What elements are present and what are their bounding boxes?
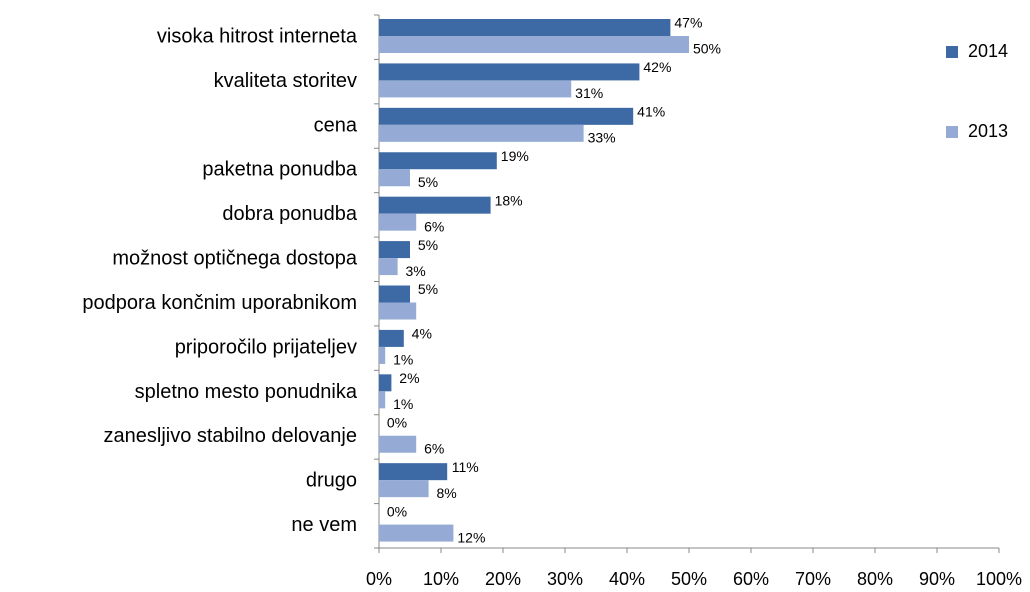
x-tick-label: 0% — [366, 569, 392, 589]
bar — [379, 213, 417, 231]
value-label: 50% — [693, 41, 721, 57]
value-label: 42% — [643, 59, 671, 75]
bar — [379, 152, 497, 170]
value-label: 2% — [399, 370, 419, 386]
value-label: 3% — [405, 263, 425, 279]
x-tick-label: 50% — [671, 569, 707, 589]
category-label: možnost optičnega dostopa — [112, 248, 357, 270]
bar — [379, 80, 572, 98]
value-label: 41% — [637, 104, 665, 120]
bar — [379, 524, 454, 542]
legend-swatch — [946, 46, 958, 58]
value-label: 6% — [424, 218, 444, 234]
bar — [379, 480, 429, 498]
value-label: 11% — [452, 459, 479, 475]
x-tick-label: 10% — [423, 569, 459, 589]
bar — [379, 346, 386, 364]
bar — [379, 435, 417, 453]
bar — [379, 302, 417, 320]
category-label: zanesljivo stabilno delovanje — [104, 425, 358, 447]
value-label: 1% — [393, 352, 413, 368]
bar — [379, 241, 410, 259]
value-label: 5% — [418, 237, 438, 253]
category-label: paketna ponudba — [202, 159, 357, 181]
value-label: 0% — [387, 414, 407, 430]
bar — [379, 19, 671, 36]
legend-label: 2013 — [968, 121, 1008, 141]
value-label: 47% — [674, 15, 702, 31]
bar — [379, 463, 448, 481]
value-label: 31% — [575, 85, 603, 101]
x-tick-label: 40% — [609, 569, 645, 589]
x-tick-label: 60% — [733, 569, 769, 589]
x-tick-label: 80% — [857, 569, 893, 589]
legend-swatch — [946, 126, 958, 138]
value-label: 0% — [387, 503, 407, 519]
category-label: cena — [314, 114, 358, 136]
bar — [379, 285, 410, 303]
bar — [379, 36, 689, 53]
x-tick-label: 100% — [976, 569, 1022, 589]
category-label: dobra ponudba — [222, 203, 357, 225]
value-label: 33% — [588, 130, 616, 146]
value-label: 1% — [393, 396, 413, 412]
value-label: 6% — [424, 440, 444, 456]
category-label: drugo — [306, 470, 357, 492]
x-tick-label: 20% — [485, 569, 521, 589]
value-label: 5% — [418, 174, 438, 190]
legend-label: 2014 — [968, 41, 1008, 61]
bar — [379, 63, 640, 81]
x-tick-label: 70% — [795, 569, 831, 589]
value-label: 19% — [501, 148, 529, 164]
bar — [379, 196, 491, 214]
bar — [379, 124, 584, 142]
category-label: spletno mesto ponudnika — [135, 381, 358, 403]
x-tick-label: 30% — [547, 569, 583, 589]
value-label: 5% — [418, 281, 438, 297]
value-label: 8% — [436, 485, 456, 501]
value-label: 12% — [457, 529, 485, 545]
category-label: priporočilo prijateljev — [175, 336, 357, 358]
x-tick-label: 90% — [919, 569, 955, 589]
bar — [379, 329, 404, 347]
bar — [379, 107, 634, 125]
category-label: podpora končnim uporabnikom — [82, 292, 357, 314]
category-label: ne vem — [291, 514, 357, 536]
value-label: 4% — [412, 326, 432, 342]
bar — [379, 374, 392, 392]
category-label: visoka hitrost interneta — [157, 25, 358, 47]
bar — [379, 169, 410, 187]
category-label: kvaliteta storitev — [214, 70, 357, 92]
bar — [379, 258, 398, 276]
value-label: 18% — [495, 192, 523, 208]
bar — [379, 391, 386, 409]
